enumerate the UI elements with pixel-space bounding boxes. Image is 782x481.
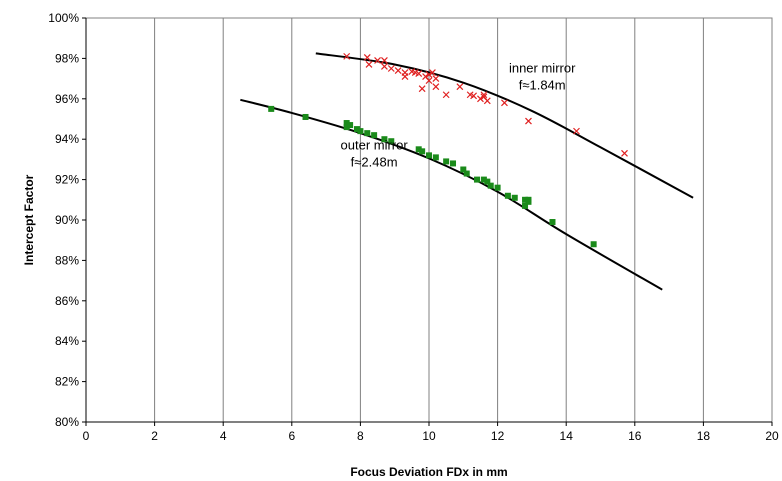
point-square-marker: [347, 122, 354, 129]
point-square-marker: [388, 138, 395, 145]
y-tick-label: 82%: [55, 375, 79, 389]
point-square-marker: [353, 126, 360, 133]
x-axis-title: Focus Deviation FDx in mm: [350, 465, 507, 479]
point-x-marker: [470, 92, 478, 100]
point-x-marker: [432, 75, 440, 83]
x-tick-label: 8: [357, 429, 364, 443]
y-tick-label: 88%: [55, 253, 79, 267]
point-square-marker: [522, 196, 529, 203]
point-square-marker: [371, 132, 378, 139]
point-square-marker: [443, 158, 450, 165]
x-tick-label: 10: [422, 429, 436, 443]
point-square-marker: [381, 136, 388, 143]
x-tick-label: 2: [151, 429, 158, 443]
point-x-marker: [525, 117, 532, 125]
x-tick-label: 20: [765, 429, 779, 443]
y-tick-label: 94%: [55, 132, 79, 146]
point-square-marker: [450, 160, 457, 167]
point-x-marker: [429, 69, 436, 76]
point-x-marker: [621, 149, 628, 157]
point-x-marker: [501, 99, 508, 107]
x-tick-label: 16: [628, 429, 642, 443]
point-square-marker: [343, 120, 350, 127]
x-tick-label: 6: [288, 429, 295, 443]
point-x-marker: [483, 97, 491, 105]
point-square-marker: [522, 202, 529, 209]
point-x-marker: [442, 91, 450, 99]
fit-curve-series-1: [240, 98, 663, 291]
annotation-1-line-0: outer mirror: [341, 137, 409, 152]
point-x-marker: [365, 61, 373, 68]
data-points: [268, 52, 628, 248]
point-x-marker: [343, 52, 351, 60]
y-axis-title: Intercept Factor: [22, 174, 36, 265]
point-x-marker: [432, 83, 440, 91]
point-square-marker: [364, 130, 371, 137]
annotation-0-line-1: f≈1.84m: [519, 78, 566, 93]
point-square-marker: [504, 192, 511, 199]
y-tick-label: 92%: [55, 173, 79, 187]
y-tick-label: 90%: [55, 213, 79, 227]
y-tick-label: 84%: [55, 334, 79, 348]
annotations: inner mirror f≈1.84m outer mirror f≈2.48m: [341, 61, 577, 170]
x-tick-label: 14: [560, 429, 574, 443]
fit-curves: [240, 52, 694, 291]
annotation-0-line-0: inner mirror: [509, 61, 576, 76]
point-x-marker: [363, 53, 371, 61]
point-square-marker: [463, 170, 470, 177]
point-x-marker: [456, 83, 464, 91]
y-tick-label: 100%: [48, 11, 79, 25]
point-square-marker: [357, 128, 364, 135]
point-square-marker: [590, 241, 597, 248]
y-tick-label: 96%: [55, 92, 79, 106]
point-square-marker: [302, 113, 309, 120]
point-square-marker: [426, 152, 432, 159]
point-square-marker: [549, 219, 556, 226]
point-x-marker: [480, 91, 488, 99]
x-tick-label: 0: [83, 429, 90, 443]
point-square-marker: [419, 148, 426, 155]
point-x-marker: [418, 85, 426, 93]
y-tick-label: 80%: [55, 415, 79, 429]
fit-curve-series-0: [315, 52, 694, 199]
point-square-marker: [484, 178, 491, 185]
point-x-marker: [573, 127, 580, 135]
point-square-marker: [511, 194, 518, 201]
point-x-marker: [380, 56, 388, 64]
point-x-marker: [394, 67, 402, 74]
annotation-1-line-1: f≈2.48m: [351, 154, 398, 169]
point-square-marker: [343, 124, 350, 131]
point-square-marker: [525, 196, 532, 203]
point-x-marker: [415, 70, 423, 77]
y-tick-label: 86%: [55, 294, 79, 308]
point-x-marker: [425, 71, 433, 78]
axes: 0 2 4 6 8 10 12 14 16 18 20 80% 82% 84% 86% 88% 90% 92% 94…: [48, 11, 779, 443]
point-x-marker: [401, 73, 409, 81]
point-square-marker: [460, 166, 467, 173]
point-square-marker: [268, 105, 275, 112]
point-square-marker: [474, 176, 481, 183]
point-x-marker: [380, 63, 388, 70]
point-square-marker: [494, 184, 501, 191]
point-x-marker: [374, 56, 381, 64]
point-square-marker: [480, 176, 487, 183]
point-square-marker: [432, 154, 439, 161]
point-square-marker: [415, 146, 422, 153]
x-tick-label: 18: [697, 429, 711, 443]
point-x-marker: [387, 65, 395, 72]
point-x-marker: [425, 77, 433, 85]
point-square-marker: [487, 182, 494, 189]
x-tick-label: 12: [491, 429, 505, 443]
grid-lines: [154, 18, 704, 422]
y-tick-label: 98%: [55, 51, 79, 65]
x-tick-label: 4: [220, 429, 227, 443]
